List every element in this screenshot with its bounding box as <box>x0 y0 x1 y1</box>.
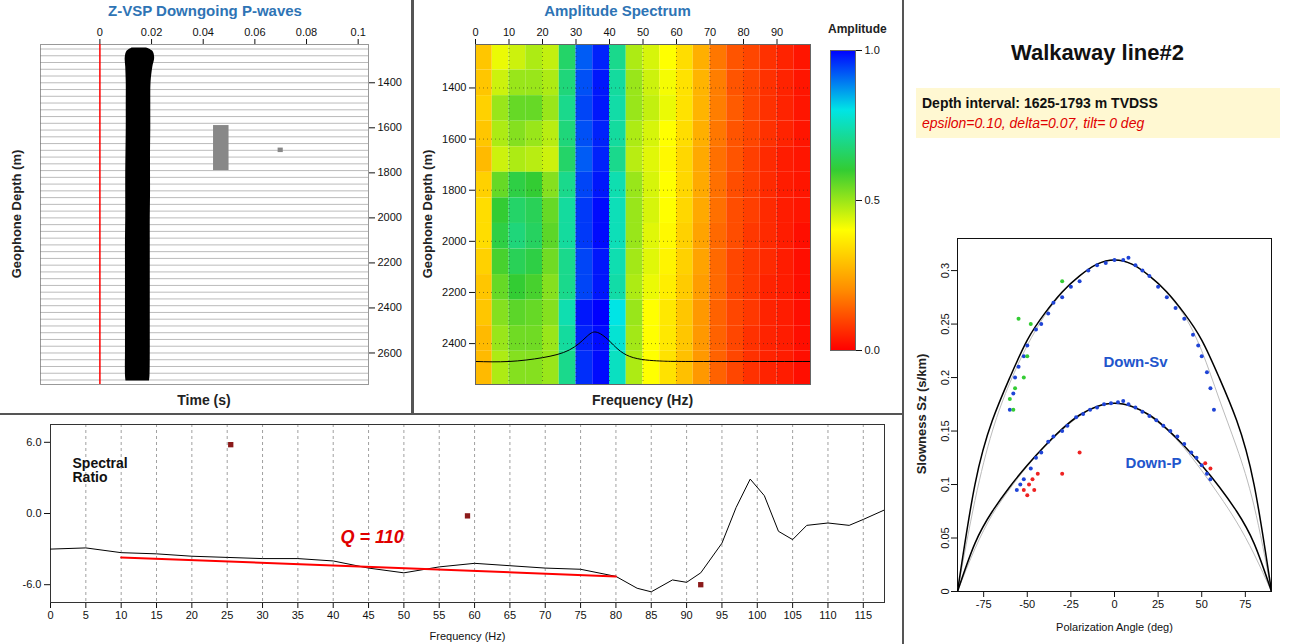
svg-text:2000: 2000 <box>378 211 402 223</box>
svg-text:25: 25 <box>221 609 233 621</box>
svg-text:90: 90 <box>680 609 692 621</box>
svg-text:0.05: 0.05 <box>939 527 951 548</box>
html-text:Amplitude Spectrum: Amplitude Spectrum <box>544 2 691 19</box>
svg-text:0.25: 0.25 <box>939 313 951 334</box>
svg-text:40: 40 <box>327 609 339 621</box>
svg-text:1800: 1800 <box>442 184 466 196</box>
html-text:Geophone Depth (m): Geophone Depth (m) <box>419 149 435 279</box>
svg-text:50: 50 <box>398 609 410 621</box>
svg-text:30: 30 <box>256 609 268 621</box>
svg-text:-25: -25 <box>1063 598 1079 610</box>
svg-text:55: 55 <box>433 609 445 621</box>
svg-text:-6.0: -6.0 <box>23 578 42 590</box>
svg-text:1.0: 1.0 <box>865 44 880 56</box>
svg-text:2000: 2000 <box>442 235 466 247</box>
svg-text:0.15: 0.15 <box>939 420 951 441</box>
svg-text:0.0: 0.0 <box>865 344 880 356</box>
svg-text:35: 35 <box>292 609 304 621</box>
svg-text:85: 85 <box>645 609 657 621</box>
svg-text:1800: 1800 <box>378 166 402 178</box>
svg-text:0.1: 0.1 <box>351 26 366 38</box>
svg-text:0: 0 <box>47 609 53 621</box>
svg-text:SpectralRatio: SpectralRatio <box>73 455 128 485</box>
html-text:Time (s): Time (s) <box>177 392 231 408</box>
svg-text:100: 100 <box>748 609 766 621</box>
svg-text:20: 20 <box>536 26 548 38</box>
svg-text:40: 40 <box>603 26 615 38</box>
svg-text:0.3: 0.3 <box>939 263 951 278</box>
svg-text:1400: 1400 <box>442 81 466 93</box>
html-text:Amplitude: Amplitude <box>828 22 887 36</box>
svg-text:0.1: 0.1 <box>939 477 951 492</box>
svg-text:75: 75 <box>574 609 586 621</box>
svg-text:0.2: 0.2 <box>939 370 951 385</box>
svg-text:70: 70 <box>704 26 716 38</box>
svg-text:0.5: 0.5 <box>865 194 880 206</box>
svg-text:20: 20 <box>186 609 198 621</box>
svg-text:2600: 2600 <box>378 346 402 358</box>
svg-text:1400: 1400 <box>378 76 402 88</box>
svg-text:50: 50 <box>637 26 649 38</box>
svg-text:Down-P: Down-P <box>1126 454 1182 471</box>
svg-text:-50: -50 <box>1019 598 1035 610</box>
svg-text:95: 95 <box>716 609 728 621</box>
svg-text:15: 15 <box>150 609 162 621</box>
svg-text:0: 0 <box>97 26 103 38</box>
svg-text:90: 90 <box>771 26 783 38</box>
svg-text:25: 25 <box>1152 598 1164 610</box>
svg-text:6.0: 6.0 <box>26 436 41 448</box>
svg-text:0.04: 0.04 <box>192 26 213 38</box>
svg-text:-75: -75 <box>976 598 992 610</box>
svg-text:65: 65 <box>504 609 516 621</box>
svg-text:0: 0 <box>1111 598 1117 610</box>
svg-text:60: 60 <box>468 609 480 621</box>
svg-text:0.08: 0.08 <box>296 26 317 38</box>
html-text:Geophone Depth (m): Geophone Depth (m) <box>8 149 24 279</box>
svg-text:45: 45 <box>362 609 374 621</box>
svg-text:0.06: 0.06 <box>244 26 265 38</box>
html-text:Z-VSP Downgoing P-waves: Z-VSP Downgoing P-waves <box>108 2 302 19</box>
html-text:epsilon=0.10, delta=0.07, tilt: epsilon=0.10, delta=0.07, tilt= 0 deg <box>922 115 1145 131</box>
svg-text:75: 75 <box>1239 598 1251 610</box>
svg-text:0: 0 <box>939 588 951 594</box>
html-text:Depth interval: 1625-1793 m TV: Depth interval: 1625-1793 m TVDSS <box>922 95 1158 111</box>
svg-text:Q = 110: Q = 110 <box>341 527 404 547</box>
svg-text:5: 5 <box>83 609 89 621</box>
svg-text:80: 80 <box>610 609 622 621</box>
svg-text:10: 10 <box>115 609 127 621</box>
svg-text:2400: 2400 <box>378 301 402 313</box>
svg-text:0.02: 0.02 <box>141 26 162 38</box>
svg-text:60: 60 <box>670 26 682 38</box>
svg-text:80: 80 <box>737 26 749 38</box>
svg-text:1600: 1600 <box>442 133 466 145</box>
svg-text:105: 105 <box>783 609 801 621</box>
svg-text:Frequency (Hz): Frequency (Hz) <box>430 630 506 642</box>
html-text:Slowness Sz (s/km): Slowness Sz (s/km) <box>913 353 929 475</box>
svg-text:115: 115 <box>855 609 873 621</box>
svg-text:Polarization Angle (deg): Polarization Angle (deg) <box>1056 621 1173 633</box>
svg-text:2200: 2200 <box>378 256 402 268</box>
svg-text:50: 50 <box>1196 598 1208 610</box>
svg-text:1600: 1600 <box>378 121 402 133</box>
svg-text:30: 30 <box>570 26 582 38</box>
svg-text:Down-Sv: Down-Sv <box>1103 353 1168 370</box>
svg-text:10: 10 <box>503 26 515 38</box>
html-text:Frequency (Hz): Frequency (Hz) <box>591 392 694 408</box>
svg-text:0.0: 0.0 <box>26 507 41 519</box>
svg-text:2400: 2400 <box>442 337 466 349</box>
html-text:Walkaway line#2: Walkaway line#2 <box>1011 40 1184 65</box>
svg-text:2200: 2200 <box>442 286 466 298</box>
svg-text:0: 0 <box>472 26 478 38</box>
svg-text:110: 110 <box>819 609 837 621</box>
svg-text:70: 70 <box>539 609 551 621</box>
